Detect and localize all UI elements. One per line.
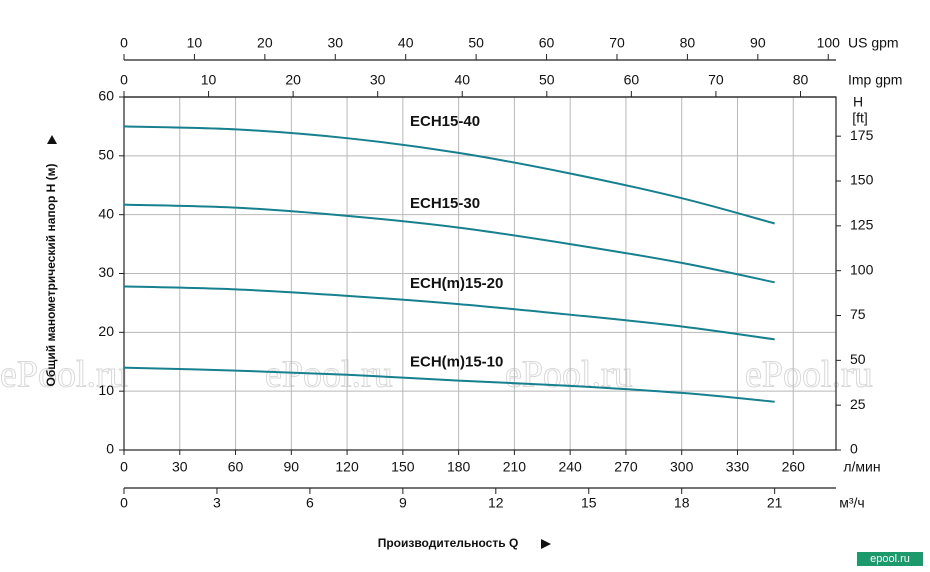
y-tick-label: 60 [98,88,114,104]
pump-curve [123,203,775,284]
y2-tick-label: 175 [850,127,874,143]
bottom2-tick-label: 21 [767,495,783,511]
top-tick-label: 30 [370,72,386,88]
bottom2-tick-label: 3 [213,495,221,511]
x-tick-label: 260 [782,459,806,475]
bottom2-tick-label: 18 [674,495,690,511]
top-tick-label: 60 [624,72,640,88]
x-tick-label: 30 [172,459,188,475]
top-tick-label: 40 [454,72,470,88]
x-tick-label: 0 [120,459,128,475]
top-tick-label: 0 [120,72,128,88]
top-tick-label: 50 [468,35,484,51]
top-tick-label: 70 [708,72,724,88]
pump-curve [123,366,775,403]
x-tick-label: 210 [503,459,527,475]
x-arrow [541,539,551,549]
bottom2-tick-label: 6 [306,495,314,511]
x-tick-label: 240 [558,459,582,475]
x-axis-label: Производительность Q [378,536,519,550]
y2-tick-label: 100 [850,261,874,277]
top-tick-label: 40 [398,35,414,51]
curve-label: ECH15-30 [410,195,480,212]
top-tick-label: 70 [609,35,625,51]
y-axis-label: Общий манометрический напор H (м) [44,163,58,386]
y2-tick-label: 25 [850,396,866,412]
top-axis-unit: Imp gpm [848,72,902,88]
logo: epool.ru [870,553,910,565]
y-tick-label: 40 [98,205,114,221]
x-tick-label: 300 [670,459,694,475]
curve-label: ECH15-40 [410,113,480,130]
watermark: ePool.ru [745,354,873,396]
top-tick-label: 60 [539,35,555,51]
logo-box [857,552,923,566]
top-tick-label: 80 [793,72,809,88]
x-tick-label: 180 [447,459,471,475]
top-tick-label: 50 [539,72,555,88]
x-tick-label: 150 [391,459,415,475]
top-tick-label: 100 [817,35,841,51]
y2-tick-label: 50 [850,351,866,367]
y2-unit: [ft] [852,110,868,126]
top-tick-label: 0 [120,35,128,51]
top-axis-unit: US gpm [848,35,899,51]
x-tick-label: 120 [335,459,359,475]
y2-tick-label: 75 [850,306,866,322]
y-tick-label: 10 [98,382,114,398]
y2-tick-label: 125 [850,217,874,233]
curve-label: ECH(m)15-10 [410,354,503,371]
pump-curve [123,125,775,225]
curve-label: ECH(m)15-20 [410,275,503,292]
x-tick-label: 60 [228,459,244,475]
bottom2-tick-label: 15 [581,495,597,511]
x-tick-label: 90 [284,459,300,475]
x-unit: л/мин [843,459,880,475]
x-tick-label: 330 [726,459,750,475]
y-tick-label: 30 [98,264,114,280]
top-tick-label: 10 [187,35,203,51]
watermark: ePool.ru [505,354,633,396]
pump-curve [123,285,775,341]
y2-label: H [853,94,863,110]
x-tick-label: 270 [614,459,638,475]
bottom2-unit: м³/ч [839,495,864,511]
y-tick-label: 0 [106,441,114,457]
top-tick-label: 10 [201,72,217,88]
top-tick-label: 80 [680,35,696,51]
y-arrow [47,135,57,144]
top-tick-label: 30 [327,35,343,51]
top-tick-label: 20 [285,72,301,88]
top-tick-label: 20 [257,35,273,51]
top-tick-label: 90 [750,35,766,51]
bottom2-tick-label: 12 [488,495,504,511]
y2-tick-label: 0 [850,441,858,457]
bottom2-tick-label: 0 [120,495,128,511]
y2-tick-label: 150 [850,172,874,188]
watermark: ePool.ru [0,354,128,396]
bottom2-tick-label: 9 [399,495,407,511]
y-tick-label: 20 [98,323,114,339]
y-tick-label: 50 [98,147,114,163]
